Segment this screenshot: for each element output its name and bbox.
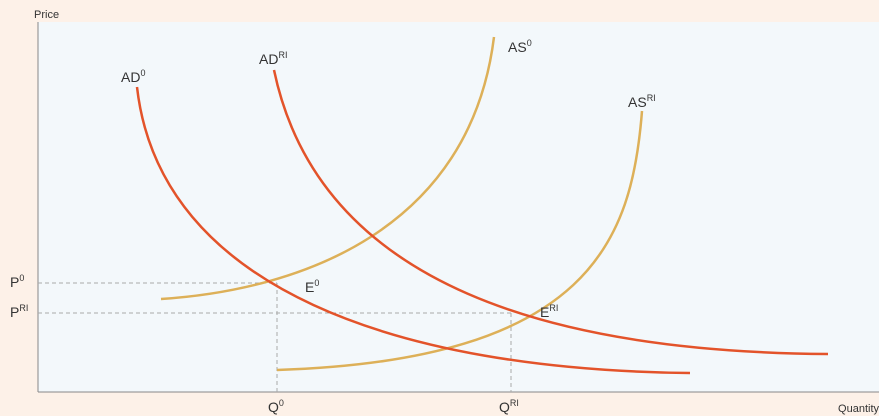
p0-label: P0 xyxy=(10,273,24,290)
as0-label: AS0 xyxy=(508,38,532,55)
ad0-label: AD0 xyxy=(121,68,145,85)
asri-curve xyxy=(276,110,644,372)
eri-label: ERI xyxy=(540,303,558,320)
ad0-curve xyxy=(135,86,691,375)
y-axis-label: Price xyxy=(34,9,59,21)
x-axis-label: Quantity xyxy=(838,403,879,415)
adri-label: ADRI xyxy=(259,50,287,67)
asri-label: ASRI xyxy=(628,93,656,110)
adri-curve xyxy=(272,69,829,356)
plot-area xyxy=(38,22,879,392)
qri-label: QRI xyxy=(499,398,519,415)
pri-label: PRI xyxy=(10,303,28,320)
q0-label: Q0 xyxy=(268,398,284,415)
e0-label: E0 xyxy=(305,278,319,295)
as0-curve xyxy=(160,36,496,301)
